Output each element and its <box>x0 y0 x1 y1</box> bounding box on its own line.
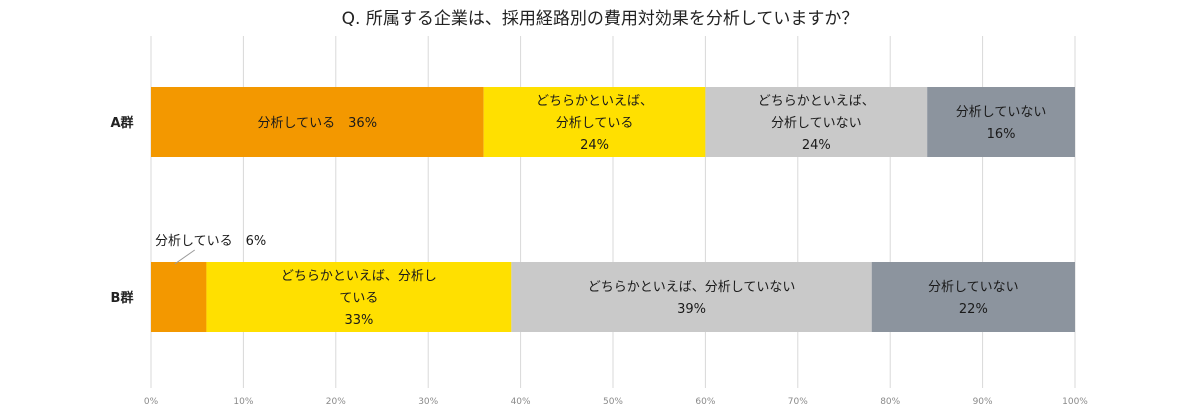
bars <box>151 87 1075 332</box>
x-tick-label: 90% <box>973 397 993 407</box>
bar-segment <box>151 87 484 157</box>
data-labels: 分析している 36% どちらかといえば、分析している 24% どちらかといえば、分析し… <box>258 94 1047 328</box>
data-label: どちらかといえば、分析していない 39% <box>588 280 796 317</box>
bar-segment <box>927 87 1075 157</box>
x-tick-label: 60% <box>695 397 715 407</box>
x-tick-label: 50% <box>603 397 623 407</box>
category-label: A群 <box>110 115 133 131</box>
x-tick-label: 10% <box>233 397 253 407</box>
data-label: どちらかといえば、分析している 33% <box>281 269 437 328</box>
category-label: B群 <box>111 290 134 306</box>
x-tick-label: 100% <box>1062 397 1088 407</box>
callout-leader-line <box>174 249 196 265</box>
bar-segment <box>151 262 207 332</box>
x-tick-label: 70% <box>788 397 808 407</box>
x-tick-label: 30% <box>418 397 438 407</box>
bar-segment <box>871 262 1075 332</box>
x-tick-label: 40% <box>511 397 531 407</box>
bar-segment <box>511 262 872 332</box>
data-label: 分析していない 16% <box>956 105 1047 142</box>
x-tick-label: 80% <box>880 397 900 407</box>
category-labels: A群 B群 <box>110 115 133 306</box>
x-axis-ticks: 0% 10% 20% 30% 40% 50% 60% 70% 80% 90% 100% <box>144 397 1088 407</box>
bar-segment <box>206 262 512 332</box>
chart-title: Q. 所属する企業は、採用経路別の費用対効果を分析していますか？ <box>342 9 859 29</box>
x-tick-label: 0% <box>144 397 159 407</box>
data-label: どちらかといえば、分析していない 24% <box>758 94 875 153</box>
data-label: 分析していない 22% <box>928 280 1019 317</box>
x-tick-label: 20% <box>326 397 346 407</box>
bar-segment <box>705 87 928 157</box>
data-label: 分析している 36% <box>258 116 378 131</box>
callout-label: 分析している 6% <box>155 234 266 249</box>
callout: 分析している 6% <box>155 234 266 265</box>
data-label: どちらかといえば、分析している 24% <box>536 94 653 153</box>
bar-segment <box>483 87 706 157</box>
